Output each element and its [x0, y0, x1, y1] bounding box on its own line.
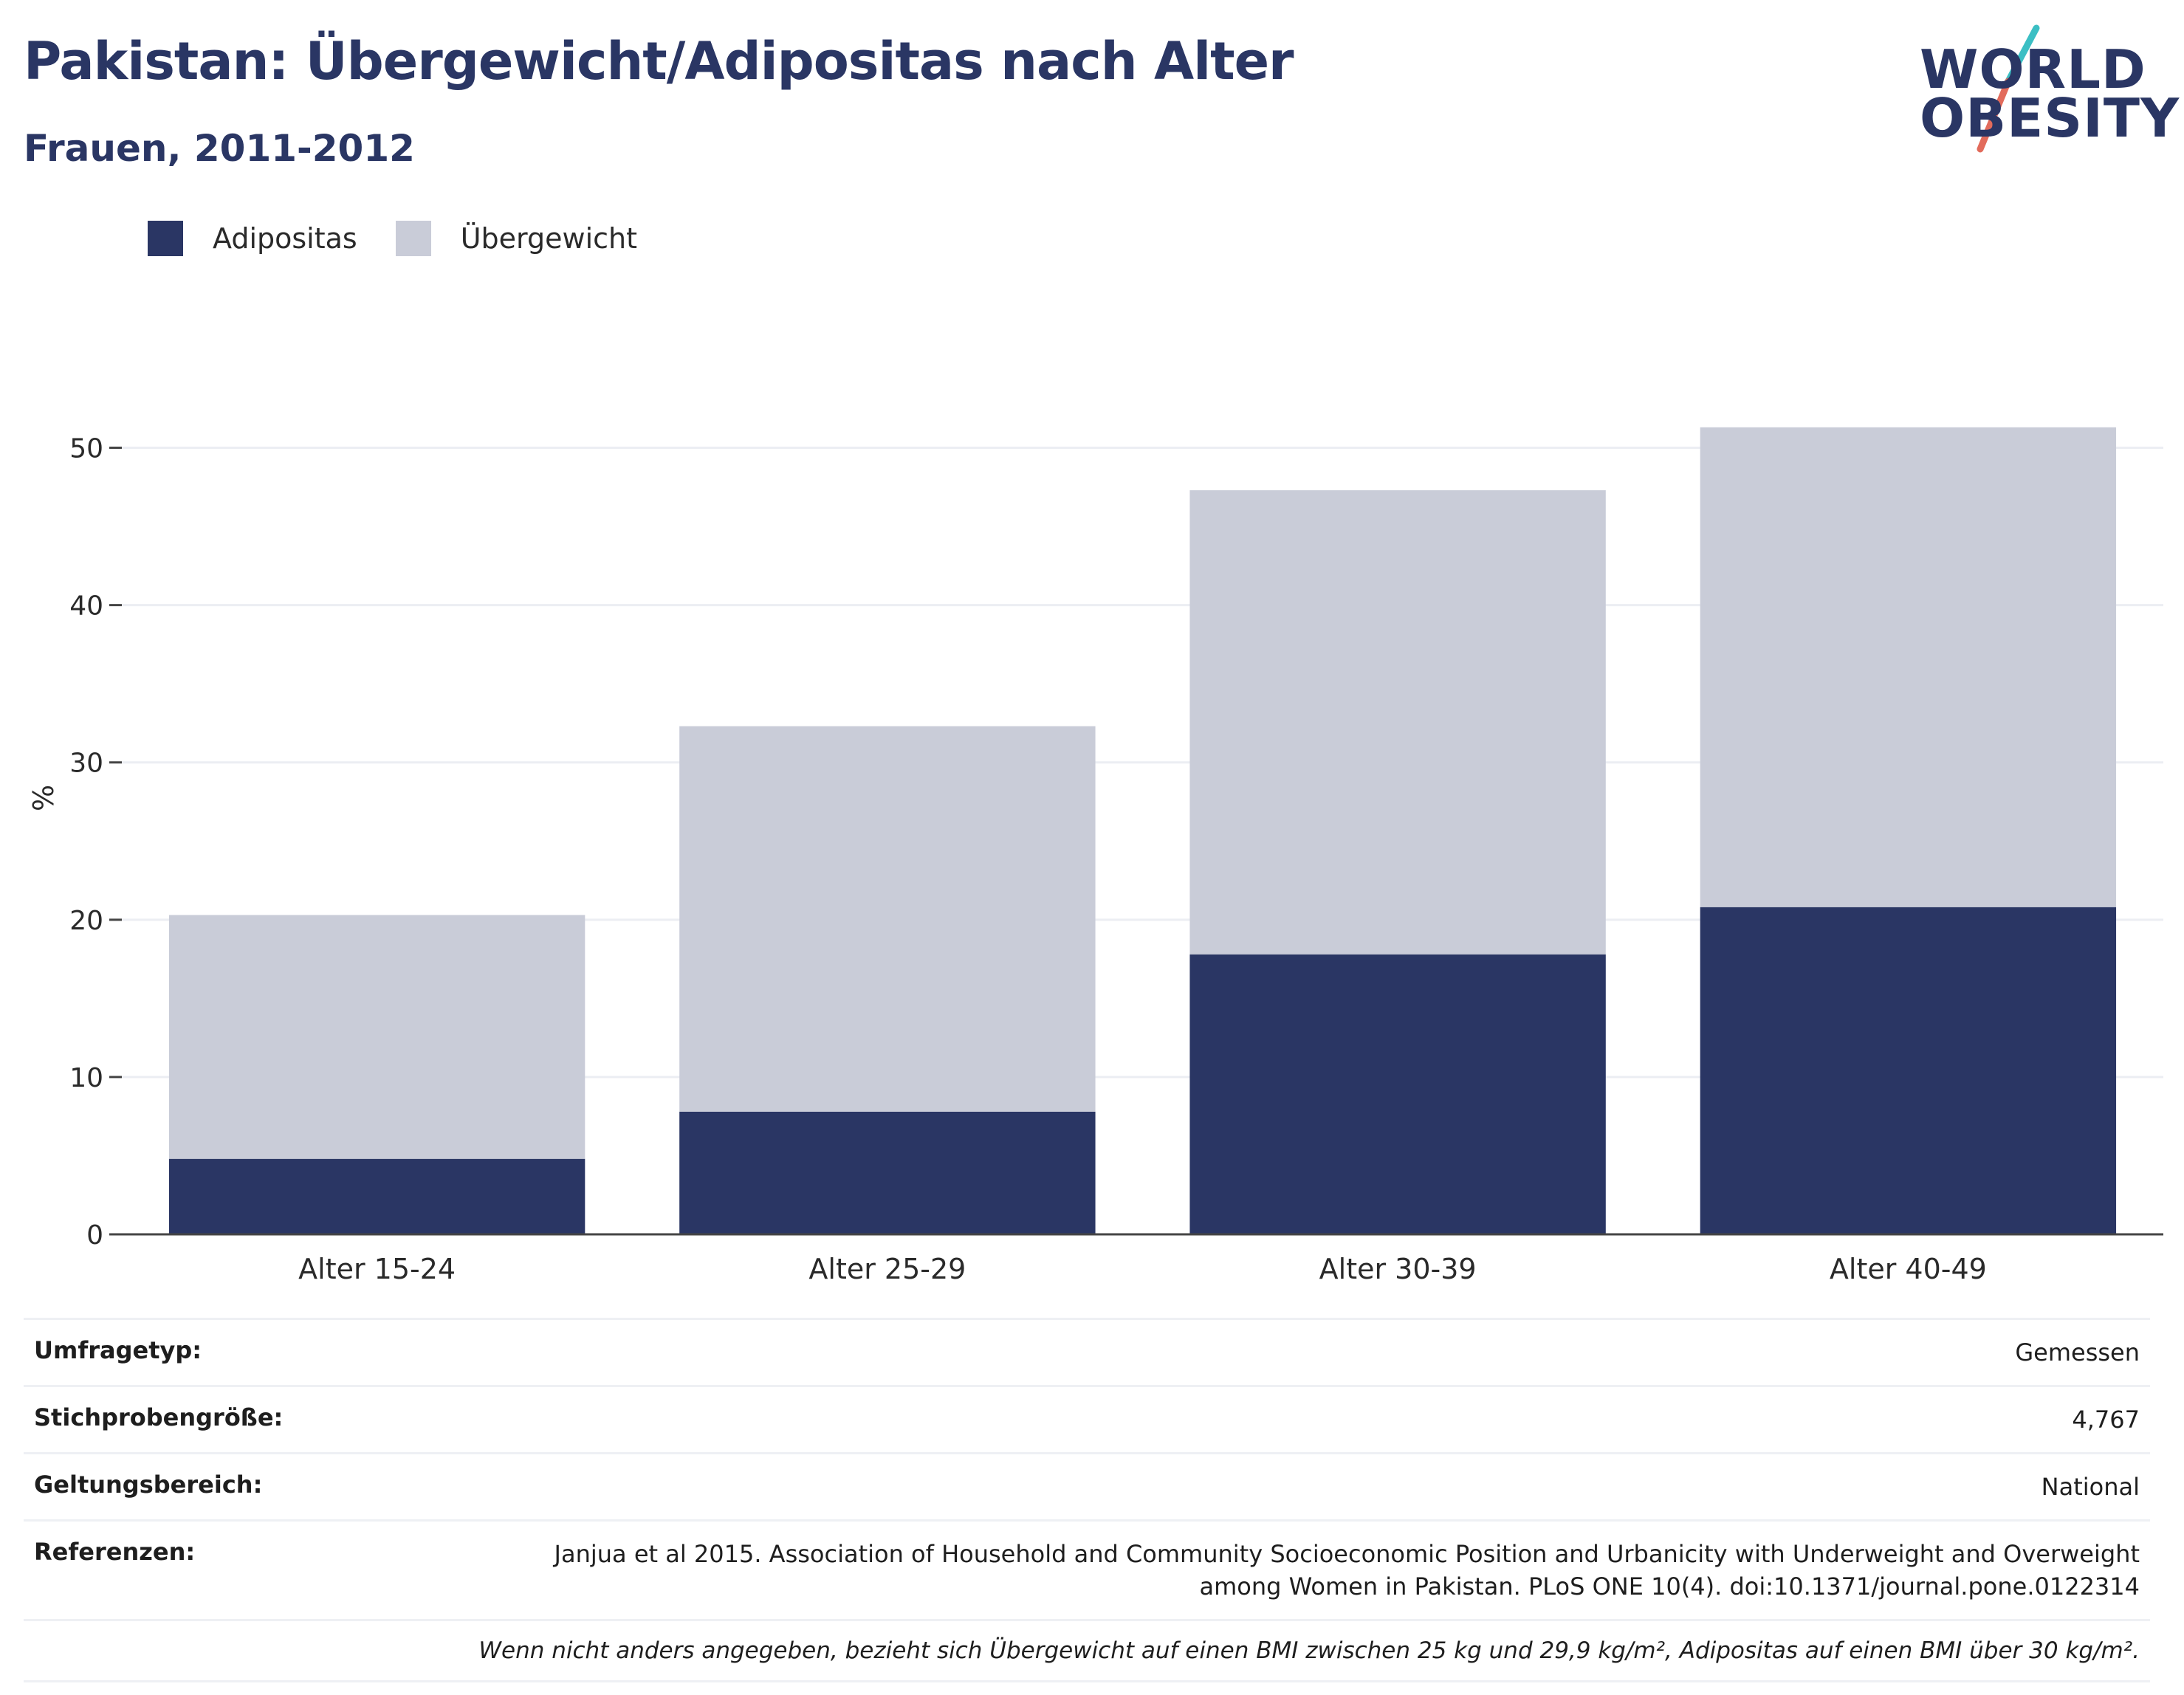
x-category-label: Alter 25-29 — [808, 1253, 966, 1285]
y-tick-label: 10 — [69, 1063, 103, 1093]
legend-item-obesity[interactable]: Adipositas — [148, 221, 357, 256]
x-category-label: Alter 40-49 — [1830, 1253, 1987, 1285]
legend-swatch-overweight — [395, 221, 431, 256]
bar-obesity — [679, 1111, 1096, 1234]
legend-item-overweight[interactable]: Übergewicht — [395, 221, 637, 256]
meta-key: Geltungsbereich: — [34, 1471, 263, 1499]
bar-overweight — [1700, 427, 2117, 907]
y-tick-label: 50 — [69, 434, 103, 464]
logo-word-1: WORLD — [1920, 38, 2146, 100]
meta-row-sample-size: Stichprobengröße: 4,767 — [24, 1385, 2150, 1452]
meta-value: Gemessen — [2015, 1338, 2140, 1366]
y-tick-label: 30 — [69, 749, 103, 779]
chart-legend: Adipositas Übergewicht — [148, 218, 676, 259]
x-category-label: Alter 15-24 — [298, 1253, 456, 1285]
bar-obesity — [1700, 907, 2117, 1234]
meta-key: Stichprobengröße: — [34, 1403, 284, 1431]
legend-label-overweight: Übergewicht — [460, 222, 637, 255]
logo-slash-icon — [1977, 24, 2040, 153]
y-axis-label: % — [27, 785, 60, 811]
bar-overweight — [1189, 490, 1606, 955]
logo-word-2: OBESITY — [1920, 87, 2180, 149]
bar-obesity — [1189, 954, 1606, 1234]
meta-row-scope: Geltungsbereich: National — [24, 1452, 2150, 1519]
meta-value: National — [2041, 1473, 2140, 1501]
y-tick-label: 20 — [69, 906, 103, 936]
y-tick-label: 40 — [69, 591, 103, 622]
legend-label-obesity: Adipositas — [213, 222, 357, 255]
chart-title: Pakistan: Übergewicht/Adipositas nach Al… — [24, 31, 1294, 92]
y-tick-label: 0 — [86, 1220, 103, 1251]
meta-row-references: Referenzen: Janjua et al 2015. Associati… — [24, 1519, 2150, 1619]
reference-text: Janjua et al 2015. Association of Househ… — [554, 1540, 2140, 1601]
meta-value: 4,767 — [2072, 1406, 2140, 1434]
survey-metadata-table: Umfragetyp: Gemessen Stichprobengröße: 4… — [24, 1318, 2150, 1682]
chart-subtitle: Frauen, 2011-2012 — [24, 127, 415, 170]
bar-overweight — [679, 726, 1096, 1112]
bmi-definition-note: Wenn nicht anders angegeben, bezieht sic… — [478, 1637, 2140, 1664]
meta-row-survey-type: Umfragetyp: Gemessen — [24, 1318, 2150, 1385]
bar-obesity — [168, 1158, 586, 1234]
world-obesity-logo: WORLD OBESITY — [1920, 22, 2179, 155]
meta-row-note: Wenn nicht anders angegeben, bezieht sic… — [24, 1619, 2150, 1682]
meta-key: Referenzen: — [34, 1538, 196, 1566]
meta-key: Umfragetyp: — [34, 1336, 202, 1364]
bar-overweight — [168, 915, 586, 1159]
x-category-label: Alter 30-39 — [1319, 1253, 1477, 1285]
bar-chart: 0 10 20 30 40 50% Alter 15-24 Alter 25-29 Alter … — [27, 427, 2163, 1285]
legend-swatch-obesity — [148, 221, 183, 256]
